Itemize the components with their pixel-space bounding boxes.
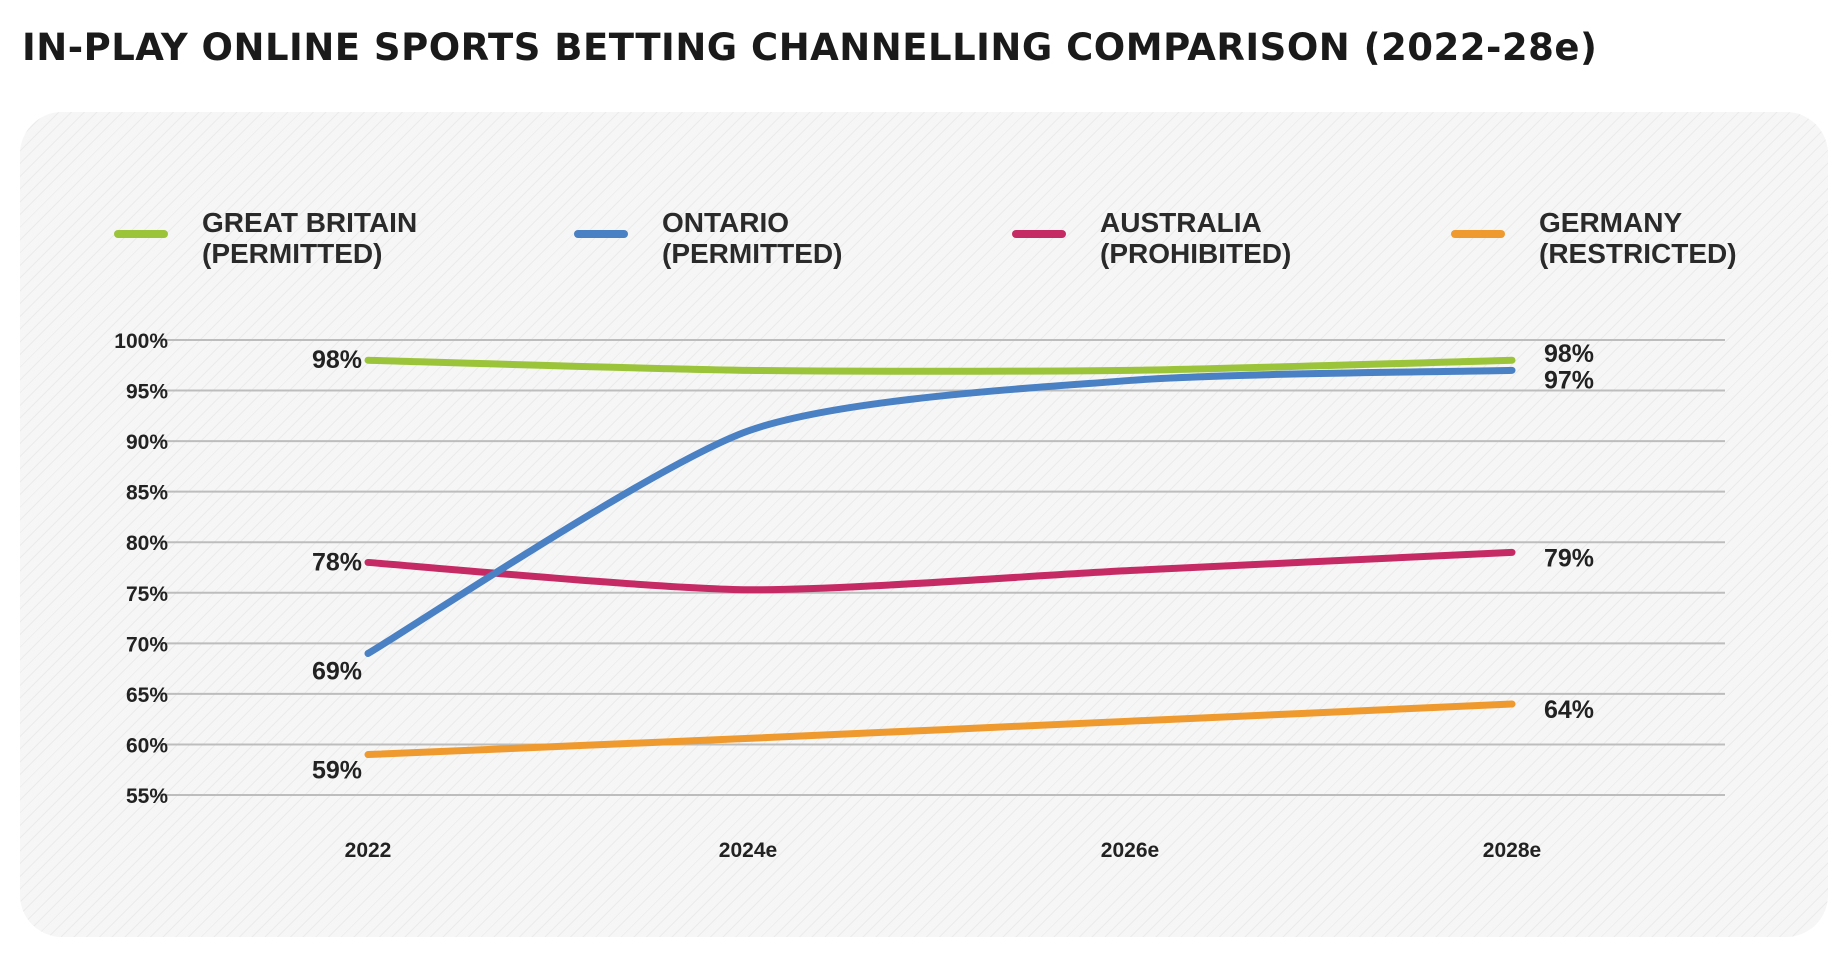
data-point [747,737,749,739]
legend-sublabel: (PROHIBITED) [1100,238,1291,269]
data-point [1511,369,1513,371]
y-tick-label: 75% [126,583,168,606]
series-line [364,548,1516,594]
x-axis: 2022 2024e 2026e 2028e [345,839,1542,862]
data-point [367,561,369,563]
data-label-end: 79% [1544,544,1594,572]
data-labels: 98% 98% 69% 97% 78% 79% 59% 64% [312,340,1594,784]
legend-label: AUSTRALIA [1100,207,1262,238]
data-point [1511,551,1513,553]
legend-sublabel: (PERMITTED) [202,238,382,269]
chart-title: IN-PLAY ONLINE SPORTS BETTING CHANNELLIN… [22,26,1598,69]
data-label-end: 64% [1544,696,1594,724]
legend: GREAT BRITAIN(PERMITTED)ONTARIO(PERMITTE… [114,207,1737,269]
y-tick-label: 60% [126,734,168,757]
legend-label: GREAT BRITAIN [202,207,417,238]
y-tick-label: 70% [126,633,168,656]
gridlines [158,339,1725,796]
x-tick-label: 2022 [345,839,392,862]
y-tick-label: 90% [126,431,168,454]
data-label-start: 98% [312,346,362,374]
data-point [1511,703,1513,705]
legend-sublabel: (PERMITTED) [662,238,842,269]
x-tick-label: 2028e [1483,839,1541,862]
data-label-start: 69% [312,657,362,685]
y-tick-label: 85% [126,482,168,505]
data-point [1511,359,1513,361]
legend-sublabel: (RESTRICTED) [1539,238,1737,269]
legend-label: GERMANY [1539,207,1682,238]
y-axis: 100% 95% 90% 85% 80% 75% 70% 65% 60% 55% [114,330,168,808]
data-label-end: 98% [1544,340,1594,368]
data-point [747,369,749,371]
data-point [747,430,749,432]
y-tick-label: 55% [126,785,168,808]
data-point [1129,379,1131,381]
legend-label: ONTARIO [662,207,789,238]
data-label-start: 59% [312,757,362,785]
data-point [1129,570,1131,572]
data-point [1129,369,1131,371]
x-tick-label: 2026e [1101,839,1159,862]
data-label-start: 78% [312,548,362,576]
data-point [367,359,369,361]
y-tick-label: 100% [114,330,168,353]
series-line [364,700,1516,759]
series-lines [364,356,1516,759]
data-point [367,652,369,654]
data-point [1129,720,1131,722]
series-line [364,366,1516,657]
x-tick-label: 2024e [719,839,777,862]
y-tick-label: 65% [126,684,168,707]
series-line [364,356,1516,375]
chart-panel [20,112,1828,937]
data-point [747,589,749,591]
data-point [367,754,369,756]
y-tick-label: 95% [126,381,168,404]
data-label-end: 97% [1544,366,1594,394]
y-tick-label: 80% [126,532,168,555]
